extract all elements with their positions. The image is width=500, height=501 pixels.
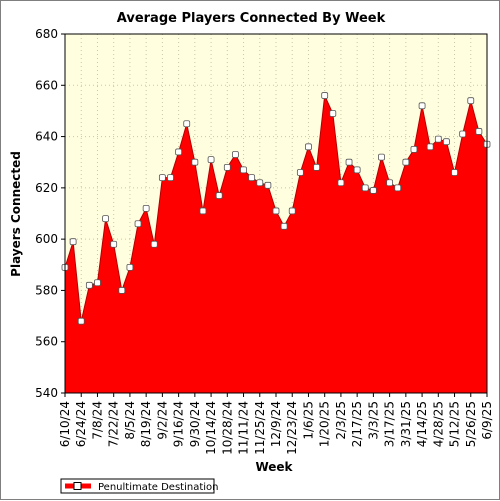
data-point: [248, 174, 256, 182]
y-tick-label: 580: [35, 283, 58, 297]
data-point: [329, 110, 337, 117]
x-tick-label: 3/3/25: [366, 401, 380, 440]
data-point: [386, 179, 394, 187]
data-point: [110, 240, 118, 248]
y-tick-label: 680: [35, 27, 58, 41]
x-tick-label: 9/2/24: [155, 401, 169, 440]
chart-title: Average Players Connected By Week: [117, 11, 386, 26]
x-tick-label: 12/23/24: [285, 401, 299, 455]
data-point: [85, 281, 93, 289]
data-point: [394, 184, 402, 192]
data-point: [337, 179, 345, 187]
x-tick-label: 7/8/24: [90, 401, 104, 440]
data-point: [272, 207, 280, 215]
x-tick-label: 4/14/25: [415, 401, 429, 447]
data-point: [69, 238, 77, 246]
x-tick-label: 6/24/24: [74, 401, 88, 447]
x-tick-label: 6/10/24: [58, 401, 72, 447]
data-point: [223, 163, 231, 171]
x-tick-label: 9/16/24: [172, 401, 186, 447]
data-point: [410, 145, 418, 153]
data-point: [207, 156, 215, 164]
data-point: [426, 143, 434, 151]
y-tick-label: 640: [35, 130, 58, 144]
data-point: [142, 204, 150, 212]
x-tick-label: 4/28/25: [431, 401, 445, 447]
data-point: [402, 158, 410, 166]
data-point: [296, 169, 304, 176]
data-point: [467, 97, 475, 105]
data-point: [102, 215, 109, 223]
x-tick-label: 7/22/24: [107, 401, 121, 447]
y-axis-title: Players Connected: [9, 151, 23, 277]
data-point: [361, 184, 369, 192]
legend-box: [60, 478, 215, 494]
x-tick-label: 2/3/25: [334, 401, 348, 440]
data-point: [134, 220, 142, 228]
x-tick-label: 10/14/24: [204, 401, 218, 455]
data-point: [199, 207, 207, 215]
x-axis-ticks: 6/10/24 6/24/24 7/8/24 7/22/24 8/5/24 8/19/24…: [58, 393, 494, 455]
data-point: [94, 279, 101, 287]
data-point: [353, 166, 361, 174]
y-tick-label: 600: [35, 232, 58, 246]
legend-marker-swatch: [73, 482, 82, 490]
x-tick-label: 9/30/24: [188, 401, 202, 447]
data-point: [240, 166, 247, 174]
x-tick-label: 6/9/25: [480, 401, 494, 440]
data-point: [378, 153, 385, 161]
x-tick-label: 11/25/24: [253, 401, 267, 455]
y-tick-label: 620: [35, 181, 58, 195]
x-tick-label: 1/6/25: [301, 401, 315, 440]
y-axis-ticks: 540 560 580 600 620 640 660 680: [35, 27, 65, 400]
data-point: [369, 187, 377, 194]
data-point: [321, 92, 329, 99]
x-tick-label: 11/11/24: [237, 401, 251, 455]
legend: Penultimate Destination: [60, 478, 218, 494]
x-tick-label: 5/26/25: [464, 401, 478, 447]
data-point: [280, 222, 288, 230]
data-point: [459, 130, 467, 138]
x-tick-label: 8/5/24: [123, 401, 137, 440]
data-point: [256, 179, 264, 187]
data-point: [167, 174, 174, 182]
y-tick-label: 560: [35, 335, 58, 349]
data-point: [434, 135, 442, 143]
data-point: [305, 143, 312, 151]
data-point: [264, 181, 272, 189]
data-point: [175, 148, 183, 156]
data-point: [475, 128, 483, 135]
data-point: [77, 317, 85, 325]
x-tick-label: 10/28/24: [220, 401, 234, 455]
x-tick-label: 2/17/25: [350, 401, 364, 447]
data-point: [345, 158, 353, 166]
legend-series-label: Penultimate Destination: [98, 482, 218, 493]
data-point: [118, 287, 126, 294]
x-tick-label: 1/20/25: [318, 401, 332, 447]
data-point: [288, 207, 296, 215]
x-axis-title: Week: [255, 460, 293, 474]
y-tick-label: 540: [35, 386, 58, 400]
series-area: [65, 95, 487, 393]
data-point: [418, 102, 426, 110]
data-point: [191, 158, 199, 166]
data-point: [215, 192, 223, 199]
x-tick-label: 12/9/24: [269, 401, 283, 447]
data-point: [150, 240, 158, 248]
data-point: [158, 174, 166, 182]
x-tick-label: 8/19/24: [139, 401, 153, 447]
data-point: [126, 263, 134, 271]
x-tick-label: 5/12/25: [448, 401, 462, 447]
data-point: [451, 169, 458, 176]
x-tick-label: 3/31/25: [399, 401, 413, 447]
data-point: [313, 163, 320, 171]
y-tick-label: 660: [35, 78, 58, 92]
data-point: [443, 138, 450, 146]
x-tick-label: 3/17/25: [383, 401, 397, 447]
data-point: [183, 120, 191, 128]
marker-layer: [61, 92, 491, 325]
data-point: [232, 151, 239, 158]
